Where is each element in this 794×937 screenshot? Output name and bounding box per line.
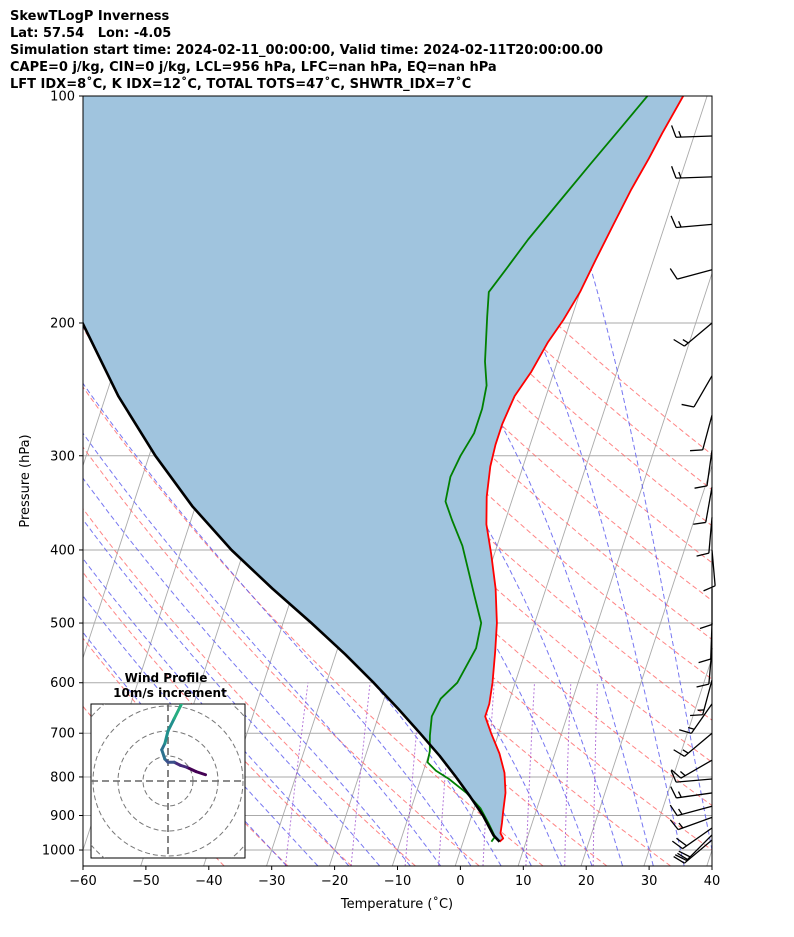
- x-tick-label: −10: [384, 874, 411, 889]
- wind-barb: [670, 215, 713, 229]
- dry-adiabat: [83, 386, 544, 866]
- isotherm: [517, 271, 712, 866]
- dry-adiabat: [269, 96, 712, 527]
- simulation-time-line: Simulation start time: 2024-02-11_00:00:…: [10, 43, 603, 58]
- wind-barb: [669, 268, 713, 280]
- wind-barb: [670, 770, 713, 783]
- x-tick-label: −50: [132, 874, 159, 889]
- hodograph-segment: [143, 665, 156, 668]
- x-tick-label: −40: [195, 874, 222, 889]
- hodograph-subtitle: 10m/s increment: [113, 686, 227, 700]
- hodograph-segment: [160, 748, 167, 761]
- wind-barb: [670, 759, 713, 779]
- wind-barb: [673, 732, 713, 757]
- x-tick-label: 10: [515, 874, 532, 889]
- hodograph-segment: [166, 717, 176, 733]
- wind-barb: [670, 125, 713, 138]
- hodograph-title: Wind Profile: [125, 671, 208, 685]
- hodograph-segment: [185, 765, 198, 774]
- moist-adiabat: [527, 96, 712, 853]
- cape-line: CAPE=0 j/kg, CIN=0 j/kg, LCL=956 hPa, LF…: [10, 60, 497, 75]
- lat-lon-line: Lat: 57.54 Lon: -4.05: [10, 26, 172, 41]
- moist-adiabat: [391, 96, 685, 866]
- y-tick-label: 700: [50, 727, 75, 742]
- wind-barb: [669, 804, 713, 817]
- y-tick-label: 300: [50, 449, 75, 464]
- hodograph-segment: [163, 729, 170, 745]
- wind-barb: [673, 839, 713, 864]
- wind-barb: [674, 834, 713, 861]
- y-axis-title: Pressure (hPa): [18, 434, 33, 527]
- y-tick-label: 800: [50, 770, 75, 785]
- wind-barb: [693, 486, 713, 525]
- isotherm: [0, 96, 78, 866]
- mixing-ratio-line: [592, 682, 598, 866]
- dry-adiabat: [83, 507, 416, 866]
- wind-barb: [699, 588, 713, 630]
- dry-adiabat: [83, 215, 712, 851]
- dry-adiabat: [236, 96, 712, 564]
- x-tick-label: 40: [704, 874, 721, 889]
- isotherm: [454, 96, 708, 866]
- moist-adiabat: [83, 432, 442, 866]
- axes: −60 −50 −40 −30 −20 −10 0 10 20 30 40 100 200 300 400 5…: [42, 90, 720, 890]
- y-tick-label: 200: [50, 316, 75, 331]
- moist-adiabat: [83, 181, 563, 866]
- moist-adiabat: [83, 518, 381, 866]
- wind-barb: [696, 517, 713, 557]
- chart-header: SkewTLogP Inverness Lat: 57.54 Lon: -4.0…: [10, 8, 603, 93]
- y-tick-label: 100: [50, 90, 75, 105]
- wind-barb: [670, 786, 713, 799]
- mixing-ratio-line: [525, 682, 535, 866]
- y-tick-label: 500: [50, 617, 75, 632]
- isotherm: [706, 848, 712, 866]
- wind-barbs: [669, 125, 716, 864]
- isotherm: [0, 96, 15, 866]
- wind-barb: [671, 827, 713, 850]
- hodograph-segment: [172, 704, 182, 720]
- x-tick-label: 20: [578, 874, 595, 889]
- y-tick-label: 600: [50, 676, 75, 691]
- sounding-lines: [83, 96, 684, 843]
- mixing-ratio-line: [482, 682, 495, 866]
- mixing-ratio-line: [284, 682, 309, 866]
- hodograph-inset: [90, 665, 246, 859]
- hodograph-segment: [194, 770, 207, 777]
- y-tick-label: 1000: [42, 844, 75, 859]
- cape-shading: [83, 96, 684, 842]
- station-title: SkewTLogP Inverness: [10, 9, 170, 24]
- isotherm: [643, 656, 712, 866]
- wind-barb: [670, 166, 713, 179]
- mixing-ratio-line: [564, 682, 572, 866]
- x-tick-label: 0: [456, 874, 464, 889]
- wind-barb: [669, 816, 713, 831]
- wind-barb: [694, 450, 713, 489]
- wind-barb: [690, 414, 713, 452]
- dewpoint-profile: [426, 96, 649, 843]
- x-axis-title: Temperature (˚C): [340, 896, 453, 912]
- mixing-ratio-line: [350, 682, 371, 866]
- wind-barb: [681, 375, 713, 408]
- wind-barb: [679, 703, 713, 734]
- dry-adiabat: [83, 571, 353, 866]
- x-tick-label: −20: [321, 874, 348, 889]
- indices-line: LFT IDX=8˚C, K IDX=12˚C, TOTAL TOTS=47˚C…: [10, 77, 472, 92]
- parcel-profile: [83, 320, 501, 843]
- x-tick-label: 30: [641, 874, 658, 889]
- dry-adiabat: [83, 446, 480, 866]
- y-tick-label: 900: [50, 809, 75, 824]
- moist-adiabat: [83, 595, 319, 866]
- wind-barb: [690, 679, 713, 717]
- moist-adiabat: [83, 557, 350, 866]
- wind-barb: [673, 322, 713, 347]
- moist-adiabat: [163, 96, 624, 866]
- isotherm: [580, 464, 712, 866]
- x-tick-label: −60: [69, 874, 96, 889]
- moist-adiabat: [83, 382, 472, 866]
- wind-barb: [703, 549, 716, 592]
- temperature-profile: [484, 96, 684, 843]
- y-tick-label: 400: [50, 543, 75, 558]
- x-tick-label: −30: [258, 874, 285, 889]
